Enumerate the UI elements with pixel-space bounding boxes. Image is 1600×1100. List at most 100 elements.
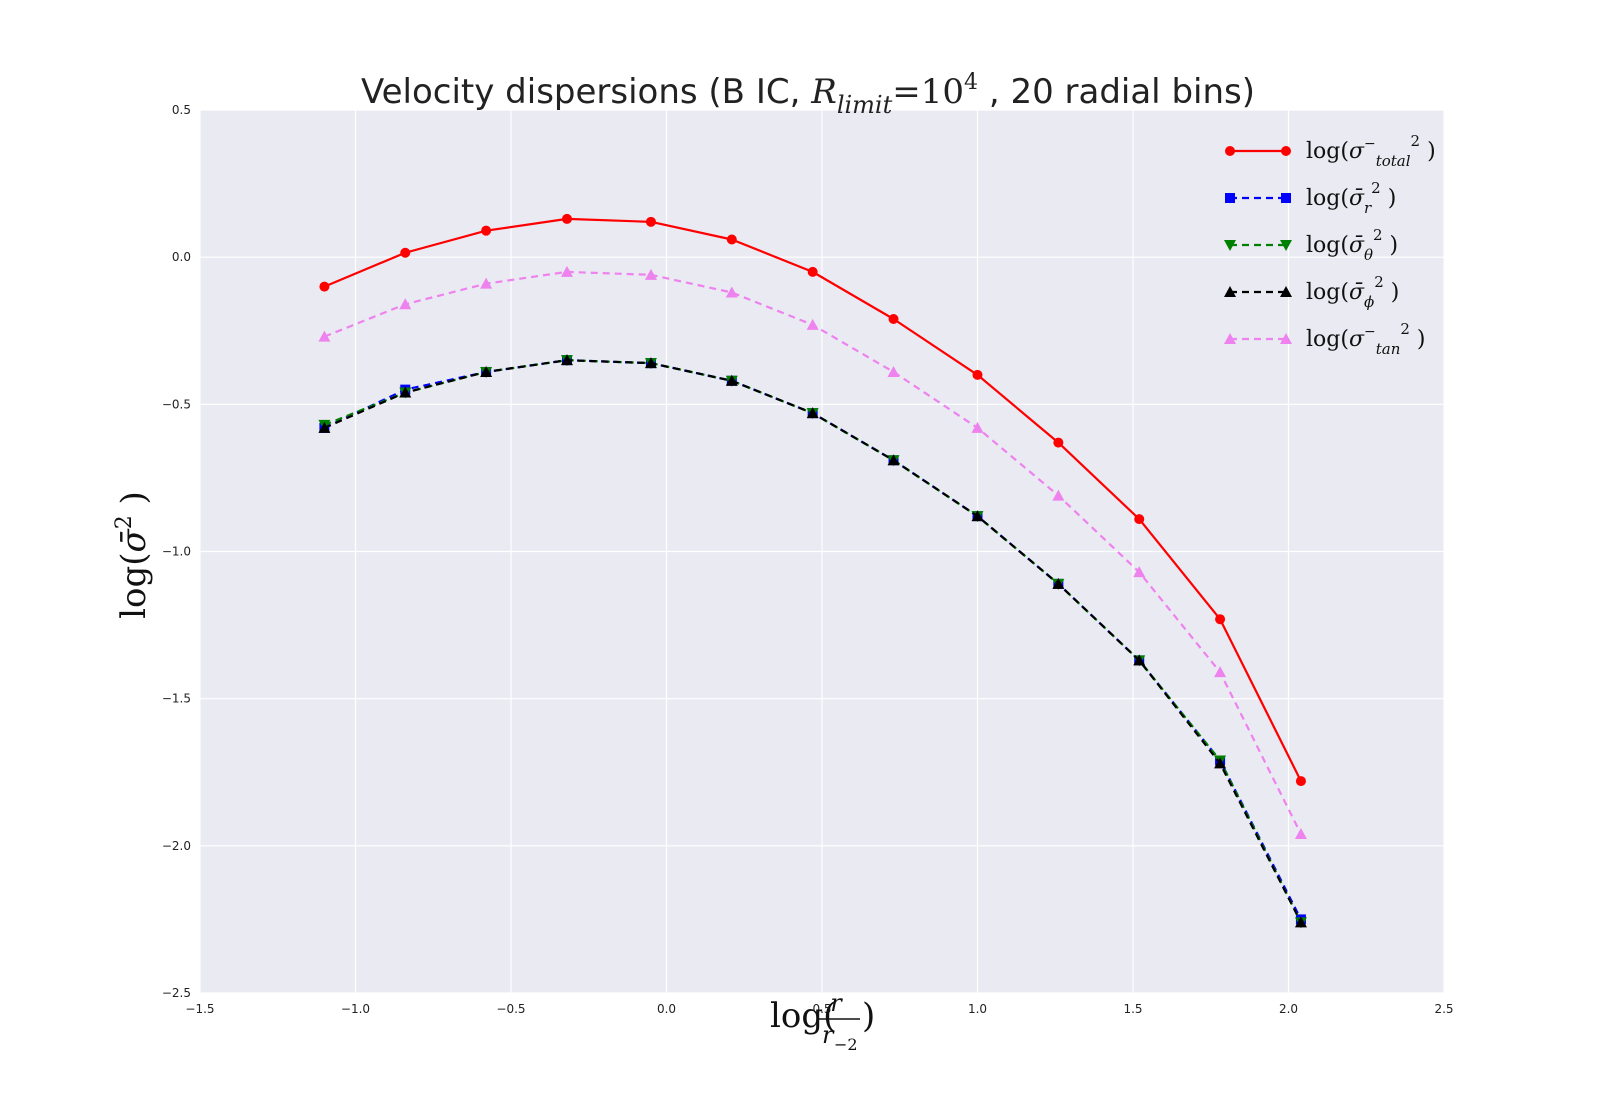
legend-entry: log(σ−tan 2 )	[1224, 320, 1425, 358]
data-point	[319, 281, 330, 292]
title-suffix: , 20 radial bins)	[978, 72, 1255, 112]
legend-sup: 2	[1411, 132, 1421, 150]
legend-symbol: σ̄	[1349, 233, 1365, 258]
x-label-denominator: r	[822, 1021, 835, 1049]
legend-tail: )	[1420, 139, 1436, 164]
legend-lead: log(	[1306, 280, 1349, 305]
data-point	[1052, 489, 1065, 501]
data-point	[1294, 828, 1307, 840]
y-tick-label: −0.5	[162, 397, 191, 411]
y-label-sup: 2	[112, 515, 137, 529]
data-point	[1052, 577, 1065, 589]
legend-marker	[1281, 146, 1291, 156]
chart-title: Velocity dispersions (B IC, Rlimit=104 ,…	[361, 70, 1255, 119]
legend-sub: total	[1376, 152, 1411, 170]
data-point	[480, 277, 493, 289]
x-tick-label: 1.0	[968, 1002, 987, 1016]
y-tick-label: −1.0	[162, 545, 191, 559]
data-point	[887, 454, 900, 466]
data-point	[480, 365, 493, 377]
data-point	[1214, 666, 1227, 678]
series-0	[319, 213, 1306, 787]
legend-sub: ϕ	[1364, 293, 1374, 311]
x-label-denominator-sub: −2	[834, 1035, 858, 1054]
data-point	[399, 386, 412, 398]
x-axis-ticks: −1.5 −1.0 −0.5 0.0 0.5 1.0 1.5 2.0 2.5	[185, 1002, 1453, 1016]
data-point	[807, 266, 818, 277]
legend-bar: −	[1364, 324, 1376, 340]
data-point	[645, 216, 656, 227]
data-point	[481, 225, 492, 236]
x-tick-label: 2.0	[1279, 1002, 1298, 1016]
x-tick-label: 1.5	[1123, 1002, 1142, 1016]
x-tick-label: −1.5	[185, 1002, 214, 1016]
data-point	[1134, 514, 1145, 525]
legend-label: log(σ̄r 2 )	[1306, 179, 1396, 217]
legend-sub: tan	[1376, 340, 1401, 358]
data-point	[318, 330, 331, 342]
grid-lines	[199, 109, 1445, 994]
y-label-symbol: σ̄	[114, 528, 154, 552]
legend-symbol: σ	[1349, 327, 1365, 352]
x-tick-label: 0.0	[657, 1002, 676, 1016]
x-tick-label: 2.5	[1434, 1002, 1453, 1016]
data-point	[1133, 654, 1146, 666]
legend-entry: log(σ−total2 )	[1225, 132, 1436, 170]
data-point	[1294, 916, 1307, 928]
data-point	[400, 247, 411, 258]
y-label-tail: )	[114, 491, 154, 515]
title-prefix: Velocity dispersions (B IC,	[361, 72, 811, 112]
title-math-sup: 4	[964, 70, 978, 95]
legend-marker	[1225, 193, 1235, 203]
legend-entry: log(σ̄ϕ2 )	[1224, 273, 1399, 311]
y-tick-label: 0.0	[172, 250, 191, 264]
legend-marker	[1280, 333, 1292, 344]
data-point	[726, 234, 737, 245]
data-point	[561, 213, 572, 224]
legend-marker	[1280, 240, 1292, 251]
data-point	[972, 369, 983, 380]
data-point	[318, 421, 331, 433]
y-axis-label: log(σ̄2 )	[112, 491, 154, 619]
legend-sup: 2	[1371, 179, 1381, 197]
legend-entry: log(σ̄θ2 )	[1224, 226, 1398, 264]
x-tick-label: 0.5	[812, 1002, 831, 1016]
legend-lead: log(	[1306, 139, 1349, 164]
legend-label: log(σ̄θ2 )	[1306, 226, 1398, 264]
title-math-main: R	[810, 72, 837, 112]
legend-marker	[1224, 286, 1236, 297]
legend-tail: )	[1381, 186, 1397, 211]
data-point	[644, 268, 657, 280]
legend-label: log(σ−total2 )	[1306, 132, 1436, 170]
legend-sub: r	[1364, 199, 1372, 217]
data-point	[399, 298, 412, 310]
data-point	[971, 421, 984, 433]
legend-lead: log(	[1306, 186, 1349, 211]
series-layer	[318, 213, 1307, 929]
legend-label: log(σ−tan 2 )	[1306, 320, 1425, 358]
y-tick-label: −2.5	[162, 986, 191, 1000]
data-point	[806, 407, 819, 419]
data-point	[971, 510, 984, 522]
data-point	[644, 357, 657, 369]
title-math-eq: =10	[892, 72, 964, 112]
legend-tail: )	[1383, 233, 1399, 258]
series-4	[318, 265, 1307, 840]
x-label-tail: )	[862, 996, 875, 1036]
data-point	[560, 265, 573, 277]
legend-marker	[1225, 146, 1235, 156]
legend-sup: 2	[1374, 273, 1384, 291]
legend-symbol: σ̄	[1349, 280, 1365, 305]
legend: log(σ−total2 )log(σ̄r2 )log(σ̄θ2 )log(σ̄…	[1224, 132, 1436, 358]
legend-sup: 2	[1373, 226, 1383, 244]
series-3	[318, 354, 1307, 928]
x-tick-label: −1.0	[341, 1002, 370, 1016]
legend-sup: 2	[1400, 320, 1410, 338]
y-tick-label: −1.5	[162, 692, 191, 706]
data-point	[888, 313, 899, 324]
data-point	[1215, 614, 1226, 625]
legend-marker	[1280, 286, 1292, 297]
legend-bar: −	[1364, 136, 1376, 152]
legend-symbol: σ	[1349, 139, 1365, 164]
legend-tail: )	[1384, 280, 1400, 305]
